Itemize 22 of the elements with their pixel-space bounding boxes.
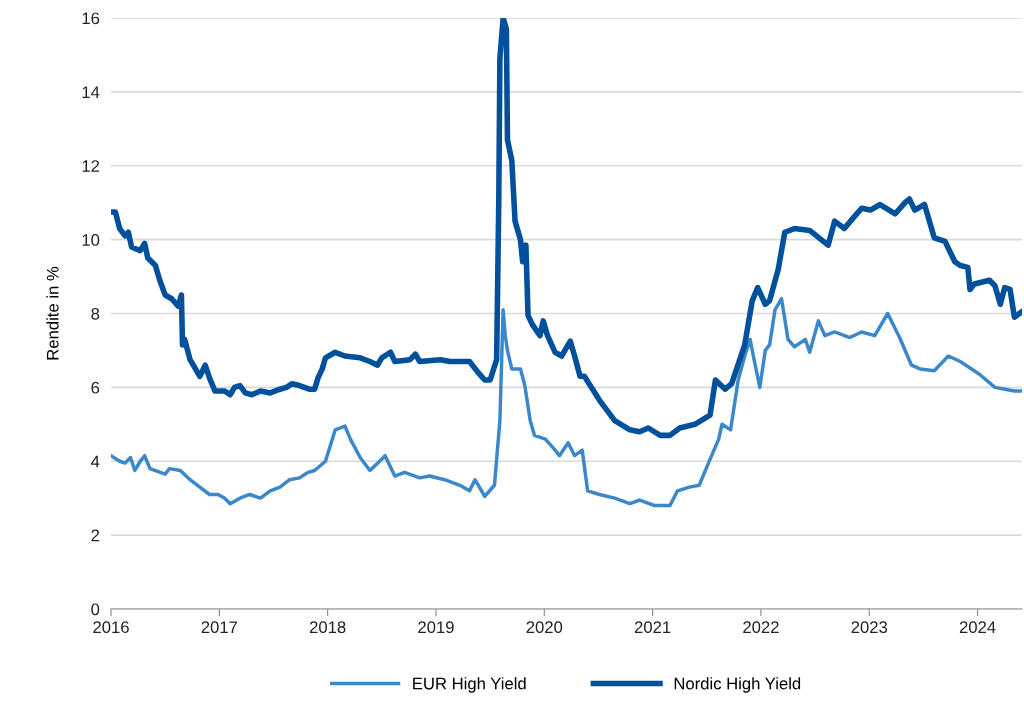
- x-tick-label: 2018: [309, 621, 346, 634]
- x-tick-label: 2017: [201, 621, 238, 634]
- x-tick-label: 2020: [526, 621, 563, 634]
- x-tick-label: 2016: [93, 621, 129, 634]
- legend-label: EUR High Yield: [413, 677, 526, 693]
- x-tick-label: 2019: [418, 621, 454, 634]
- legend-label: Nordic High Yield: [674, 677, 801, 693]
- y-axis-title: Rendite in %: [46, 266, 59, 360]
- y-tick-label: 12: [82, 160, 100, 172]
- y-tick-label: 8: [91, 307, 100, 320]
- y-tick-label: 0: [91, 603, 100, 616]
- y-tick-label: 4: [91, 455, 100, 468]
- x-tick-label: 2024: [959, 621, 996, 634]
- x-tick-label: 2023: [851, 621, 888, 634]
- x-tick-label: 2022: [743, 621, 779, 634]
- y-tick-label: 16: [82, 12, 100, 25]
- x-tick-label: 2021: [634, 621, 671, 634]
- y-tick-label: 14: [82, 86, 100, 98]
- y-tick-label: 6: [91, 381, 100, 394]
- y-tick-label: 10: [82, 234, 100, 246]
- line-series: [111, 296, 1022, 508]
- y-tick-label: 2: [91, 529, 100, 542]
